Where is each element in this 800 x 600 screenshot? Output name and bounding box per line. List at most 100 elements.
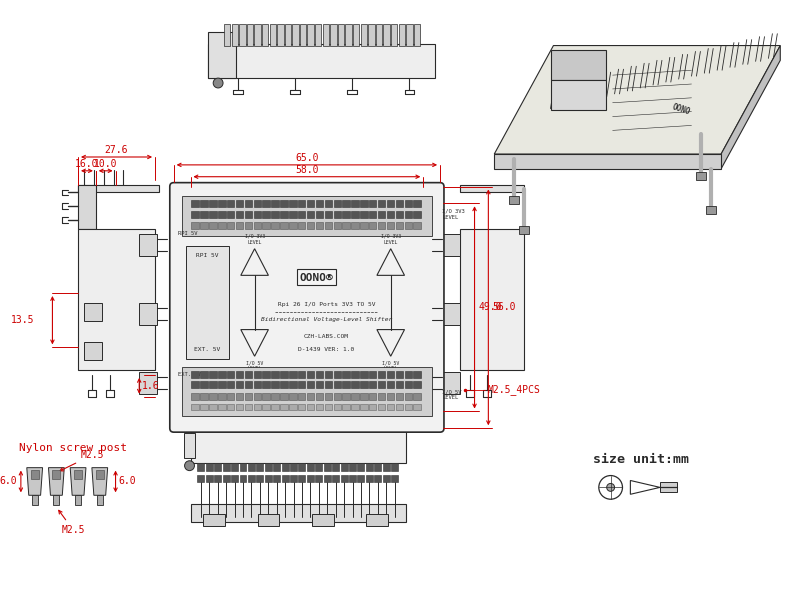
Bar xyxy=(262,24,268,46)
Bar xyxy=(191,428,406,463)
Text: OONO: OONO xyxy=(671,103,692,117)
Bar xyxy=(280,404,288,410)
Bar xyxy=(254,211,261,218)
Bar xyxy=(386,404,394,410)
Bar xyxy=(265,475,272,482)
Bar xyxy=(206,475,213,482)
Bar xyxy=(210,404,217,410)
Bar xyxy=(342,404,350,410)
Bar xyxy=(236,393,243,400)
Text: I/O 5V
LEVEL: I/O 5V LEVEL xyxy=(442,389,462,400)
Bar xyxy=(231,463,238,470)
Bar xyxy=(386,211,394,218)
Bar xyxy=(405,393,412,400)
Bar xyxy=(198,463,204,470)
Bar xyxy=(405,381,412,388)
Circle shape xyxy=(419,193,433,207)
Bar xyxy=(369,404,377,410)
Bar xyxy=(386,381,394,388)
Bar xyxy=(376,24,382,46)
Circle shape xyxy=(213,78,223,88)
Bar xyxy=(256,463,263,470)
Bar xyxy=(227,371,234,378)
Polygon shape xyxy=(92,467,108,495)
Bar xyxy=(378,211,386,218)
Bar xyxy=(227,381,234,388)
Bar xyxy=(316,393,323,400)
Bar xyxy=(298,475,306,482)
Bar xyxy=(351,371,358,378)
Bar xyxy=(297,269,337,285)
Text: 49.0: 49.0 xyxy=(478,302,502,313)
Bar xyxy=(289,381,297,388)
Bar xyxy=(307,200,314,207)
Bar xyxy=(245,381,252,388)
Bar xyxy=(277,24,283,46)
Bar xyxy=(322,24,329,46)
Bar xyxy=(386,371,394,378)
Bar xyxy=(191,393,199,400)
Bar xyxy=(315,24,322,46)
Bar xyxy=(358,463,365,470)
Bar xyxy=(460,229,524,370)
Bar xyxy=(298,222,306,229)
Bar xyxy=(262,393,270,400)
Bar xyxy=(218,404,226,410)
Text: 56.0: 56.0 xyxy=(492,302,516,313)
Bar xyxy=(248,475,255,482)
Bar xyxy=(200,211,208,218)
Bar xyxy=(200,200,208,207)
Bar xyxy=(414,200,421,207)
Bar xyxy=(191,371,199,378)
Bar xyxy=(254,381,261,388)
Text: I/O 5V
LEVEL: I/O 5V LEVEL xyxy=(382,360,399,371)
Bar xyxy=(386,393,394,400)
Bar xyxy=(186,246,229,359)
Text: 27.6: 27.6 xyxy=(105,145,128,155)
Bar xyxy=(405,211,412,218)
Bar xyxy=(262,211,270,218)
Text: 16.0: 16.0 xyxy=(75,159,98,169)
Bar xyxy=(386,200,394,207)
Bar xyxy=(414,404,421,410)
Bar xyxy=(360,211,367,218)
Bar xyxy=(406,24,413,46)
Bar xyxy=(396,393,403,400)
Bar xyxy=(203,514,225,526)
Bar xyxy=(248,463,255,470)
Text: EXT. 5V: EXT. 5V xyxy=(194,347,220,352)
Text: RPI 5V: RPI 5V xyxy=(196,253,218,258)
Circle shape xyxy=(599,476,622,499)
Bar xyxy=(324,475,330,482)
Bar xyxy=(315,475,322,482)
Bar xyxy=(239,463,246,470)
Bar xyxy=(325,381,332,388)
Bar xyxy=(236,381,243,388)
Circle shape xyxy=(185,412,190,418)
FancyBboxPatch shape xyxy=(170,182,444,432)
Bar xyxy=(208,32,236,78)
Bar xyxy=(366,463,373,470)
Bar xyxy=(274,475,280,482)
Bar xyxy=(200,222,208,229)
Bar xyxy=(366,514,388,526)
Text: D-1439 VER: 1.0: D-1439 VER: 1.0 xyxy=(298,347,354,352)
Bar xyxy=(239,475,246,482)
Bar xyxy=(262,404,270,410)
Bar xyxy=(360,200,367,207)
Bar xyxy=(378,381,386,388)
Bar xyxy=(360,381,367,388)
Bar xyxy=(366,475,373,482)
Text: CZH-LABS.COM: CZH-LABS.COM xyxy=(304,334,349,340)
Bar xyxy=(396,381,403,388)
Bar xyxy=(316,211,323,218)
Circle shape xyxy=(423,412,429,418)
Bar xyxy=(183,433,195,458)
Bar xyxy=(342,381,350,388)
Bar xyxy=(262,371,270,378)
Bar xyxy=(191,504,406,522)
Bar xyxy=(32,495,38,505)
Bar xyxy=(378,393,386,400)
Bar xyxy=(383,24,390,46)
Bar xyxy=(369,200,377,207)
